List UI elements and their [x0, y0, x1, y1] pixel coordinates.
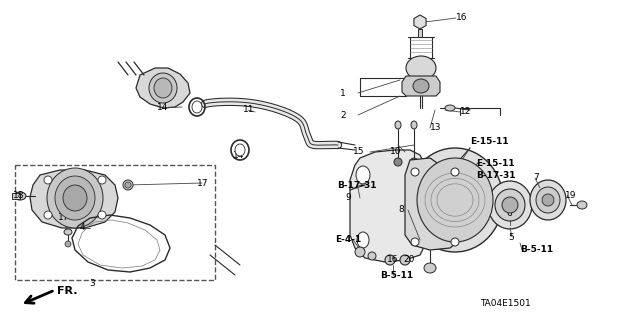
Ellipse shape: [406, 56, 436, 80]
Text: 3: 3: [89, 278, 95, 287]
Ellipse shape: [542, 194, 554, 206]
Text: 13: 13: [430, 123, 442, 132]
Ellipse shape: [411, 168, 419, 176]
Text: 19: 19: [565, 190, 577, 199]
Ellipse shape: [411, 121, 417, 129]
Ellipse shape: [154, 78, 172, 98]
Ellipse shape: [63, 185, 87, 211]
Ellipse shape: [192, 101, 202, 113]
Text: 15: 15: [353, 147, 365, 157]
Text: TA04E1501: TA04E1501: [479, 299, 531, 308]
Text: 1: 1: [340, 88, 346, 98]
Text: 11: 11: [243, 106, 255, 115]
Text: 6: 6: [506, 209, 512, 218]
Ellipse shape: [451, 238, 459, 246]
Ellipse shape: [44, 176, 52, 184]
Text: 14: 14: [233, 151, 244, 160]
Text: 7: 7: [533, 174, 539, 182]
Ellipse shape: [395, 121, 401, 129]
Text: 20: 20: [403, 256, 414, 264]
Bar: [418, 29, 422, 37]
Ellipse shape: [14, 192, 26, 200]
Ellipse shape: [44, 211, 52, 219]
Ellipse shape: [413, 79, 429, 93]
Ellipse shape: [55, 176, 95, 220]
Ellipse shape: [530, 180, 566, 220]
Ellipse shape: [357, 232, 369, 248]
Ellipse shape: [451, 168, 459, 176]
Ellipse shape: [410, 158, 418, 166]
Bar: [12, 193, 20, 199]
Text: 16: 16: [387, 256, 399, 264]
Polygon shape: [350, 150, 425, 262]
Ellipse shape: [424, 263, 436, 273]
Ellipse shape: [488, 181, 532, 229]
Ellipse shape: [368, 252, 376, 260]
Text: 18: 18: [13, 190, 24, 199]
Text: B-17-31: B-17-31: [476, 170, 515, 180]
Ellipse shape: [235, 144, 245, 156]
Text: B-5-11: B-5-11: [380, 271, 413, 279]
Text: E-15-11: E-15-11: [476, 159, 515, 167]
Text: 17: 17: [197, 179, 209, 188]
Ellipse shape: [413, 169, 423, 181]
Text: B-17-31: B-17-31: [337, 181, 376, 189]
Text: 8: 8: [398, 205, 404, 214]
Ellipse shape: [47, 168, 103, 228]
Ellipse shape: [123, 180, 133, 190]
Ellipse shape: [355, 247, 365, 257]
Ellipse shape: [495, 189, 525, 221]
Text: 12: 12: [460, 108, 472, 116]
Ellipse shape: [417, 158, 493, 242]
Ellipse shape: [98, 176, 106, 184]
Ellipse shape: [125, 182, 131, 188]
Text: E-15-11: E-15-11: [470, 137, 509, 146]
Polygon shape: [30, 170, 118, 228]
Bar: [15, 165, 215, 280]
Text: 14: 14: [157, 103, 168, 113]
Ellipse shape: [445, 105, 455, 111]
Polygon shape: [136, 68, 190, 108]
Text: 5: 5: [508, 233, 514, 241]
Ellipse shape: [64, 229, 72, 235]
Text: 16: 16: [456, 13, 467, 23]
Ellipse shape: [149, 73, 177, 103]
Text: 9: 9: [345, 194, 351, 203]
Text: B-5-11: B-5-11: [520, 246, 553, 255]
Text: 10: 10: [390, 147, 401, 157]
Text: 2: 2: [340, 110, 346, 120]
Ellipse shape: [394, 158, 402, 166]
Ellipse shape: [502, 197, 518, 213]
Ellipse shape: [536, 187, 560, 213]
Text: E-4-1: E-4-1: [335, 235, 361, 244]
Ellipse shape: [577, 201, 587, 209]
Polygon shape: [402, 76, 440, 96]
Ellipse shape: [400, 255, 410, 265]
Ellipse shape: [407, 148, 503, 252]
Text: 4: 4: [80, 224, 86, 233]
Text: FR.: FR.: [57, 286, 77, 296]
Ellipse shape: [385, 255, 395, 265]
Polygon shape: [405, 158, 460, 250]
Ellipse shape: [411, 238, 419, 246]
Text: 17: 17: [58, 213, 70, 222]
Ellipse shape: [356, 166, 370, 184]
Ellipse shape: [98, 211, 106, 219]
Ellipse shape: [65, 241, 71, 247]
Polygon shape: [414, 15, 426, 29]
